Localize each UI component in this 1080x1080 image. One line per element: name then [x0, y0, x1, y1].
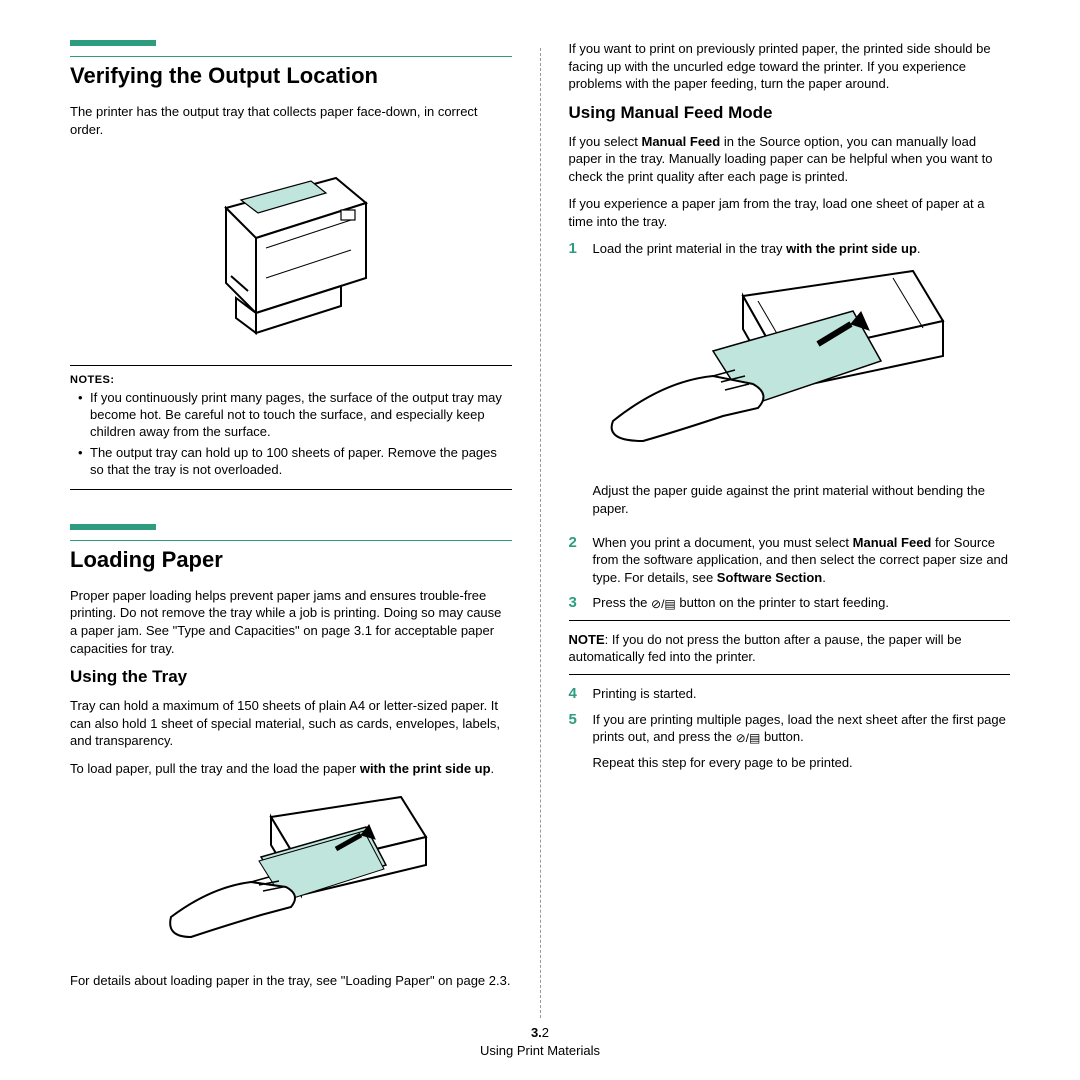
footer-title: Using Print Materials [0, 1042, 1080, 1060]
chapter-number: 3. [531, 1025, 542, 1040]
para-manual-intro: If you select Manual Feed in the Source … [569, 133, 1011, 186]
step-4: 4 Printing is started. [569, 685, 1011, 703]
cancel-feed-icon: ⊘/▤ [736, 730, 761, 746]
printer-illustration [70, 148, 512, 351]
para-loading-intro: Proper paper loading helps prevent paper… [70, 587, 512, 657]
accent-bar [70, 40, 156, 46]
step-1: 1 Load the print material in the tray wi… [569, 240, 1011, 525]
note-item: If you continuously print many pages, th… [78, 389, 512, 440]
step-3: 3 Press the ⊘/▤ button on the printer to… [569, 594, 1011, 612]
step-after: Repeat this step for every page to be pr… [593, 754, 1011, 772]
para-tray-capacity: Tray can hold a maximum of 150 sheets of… [70, 697, 512, 750]
para-jam-advice: If you experience a paper jam from the t… [569, 195, 1011, 230]
heading-loading-paper: Loading Paper [70, 547, 512, 573]
para-output-tray: The printer has the output tray that col… [70, 103, 512, 138]
inline-note: NOTE: If you do not press the button aft… [569, 631, 1011, 666]
step-number: 3 [569, 594, 585, 612]
step-text: When you print a document, you must sele… [593, 534, 1011, 587]
step-5: 5 If you are printing multiple pages, lo… [569, 711, 1011, 780]
notes-label: NOTES: [70, 374, 512, 386]
note-rule-bottom [569, 674, 1011, 675]
page-footer: 3.2 Using Print Materials [0, 1024, 1080, 1060]
page-number: 2 [542, 1025, 549, 1040]
left-column: Verifying the Output Location The printe… [50, 40, 540, 1010]
section-rule [70, 56, 512, 57]
manual-feed-illustration [593, 266, 1011, 471]
note-item: The output tray can hold up to 100 sheet… [78, 444, 512, 478]
subhead-using-tray: Using the Tray [70, 667, 512, 687]
step-text: Printing is started. [593, 685, 1011, 703]
step-2: 2 When you print a document, you must se… [569, 534, 1011, 587]
heading-verifying: Verifying the Output Location [70, 63, 512, 89]
step-after: Adjust the paper guide against the print… [593, 482, 1011, 517]
step-number: 4 [569, 685, 585, 703]
para-load-instruction: To load paper, pull the tray and the loa… [70, 760, 512, 778]
step-text: If you are printing multiple pages, load… [593, 711, 1011, 746]
step-text: Press the ⊘/▤ button on the printer to s… [593, 594, 1011, 612]
step-text: Load the print material in the tray with… [593, 240, 1011, 258]
notes-box: NOTES: If you continuously print many pa… [70, 365, 512, 490]
page-columns: Verifying the Output Location The printe… [0, 0, 1080, 1010]
step-number: 1 [569, 240, 585, 525]
subhead-manual-feed: Using Manual Feed Mode [569, 103, 1011, 123]
note-rule-top [569, 620, 1011, 621]
step-number: 5 [569, 711, 585, 780]
section-rule [70, 540, 512, 541]
right-column: If you want to print on previously print… [541, 40, 1031, 1010]
tray-loading-illustration [70, 787, 512, 960]
accent-bar [70, 524, 156, 530]
step-number: 2 [569, 534, 585, 587]
para-printed-side: If you want to print on previously print… [569, 40, 1011, 93]
cancel-feed-icon: ⊘/▤ [651, 596, 676, 612]
para-see-loading: For details about loading paper in the t… [70, 972, 512, 990]
